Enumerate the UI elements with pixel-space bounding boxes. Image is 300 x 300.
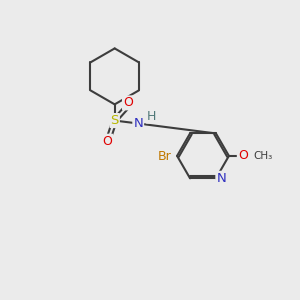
Text: O: O — [123, 96, 133, 110]
Text: O: O — [238, 149, 248, 162]
Text: Br: Br — [158, 150, 172, 163]
Text: N: N — [133, 117, 143, 130]
Text: N: N — [216, 172, 226, 185]
Text: S: S — [110, 114, 119, 127]
Text: CH₃: CH₃ — [254, 151, 273, 161]
Text: O: O — [102, 135, 112, 148]
Text: H: H — [147, 110, 156, 123]
